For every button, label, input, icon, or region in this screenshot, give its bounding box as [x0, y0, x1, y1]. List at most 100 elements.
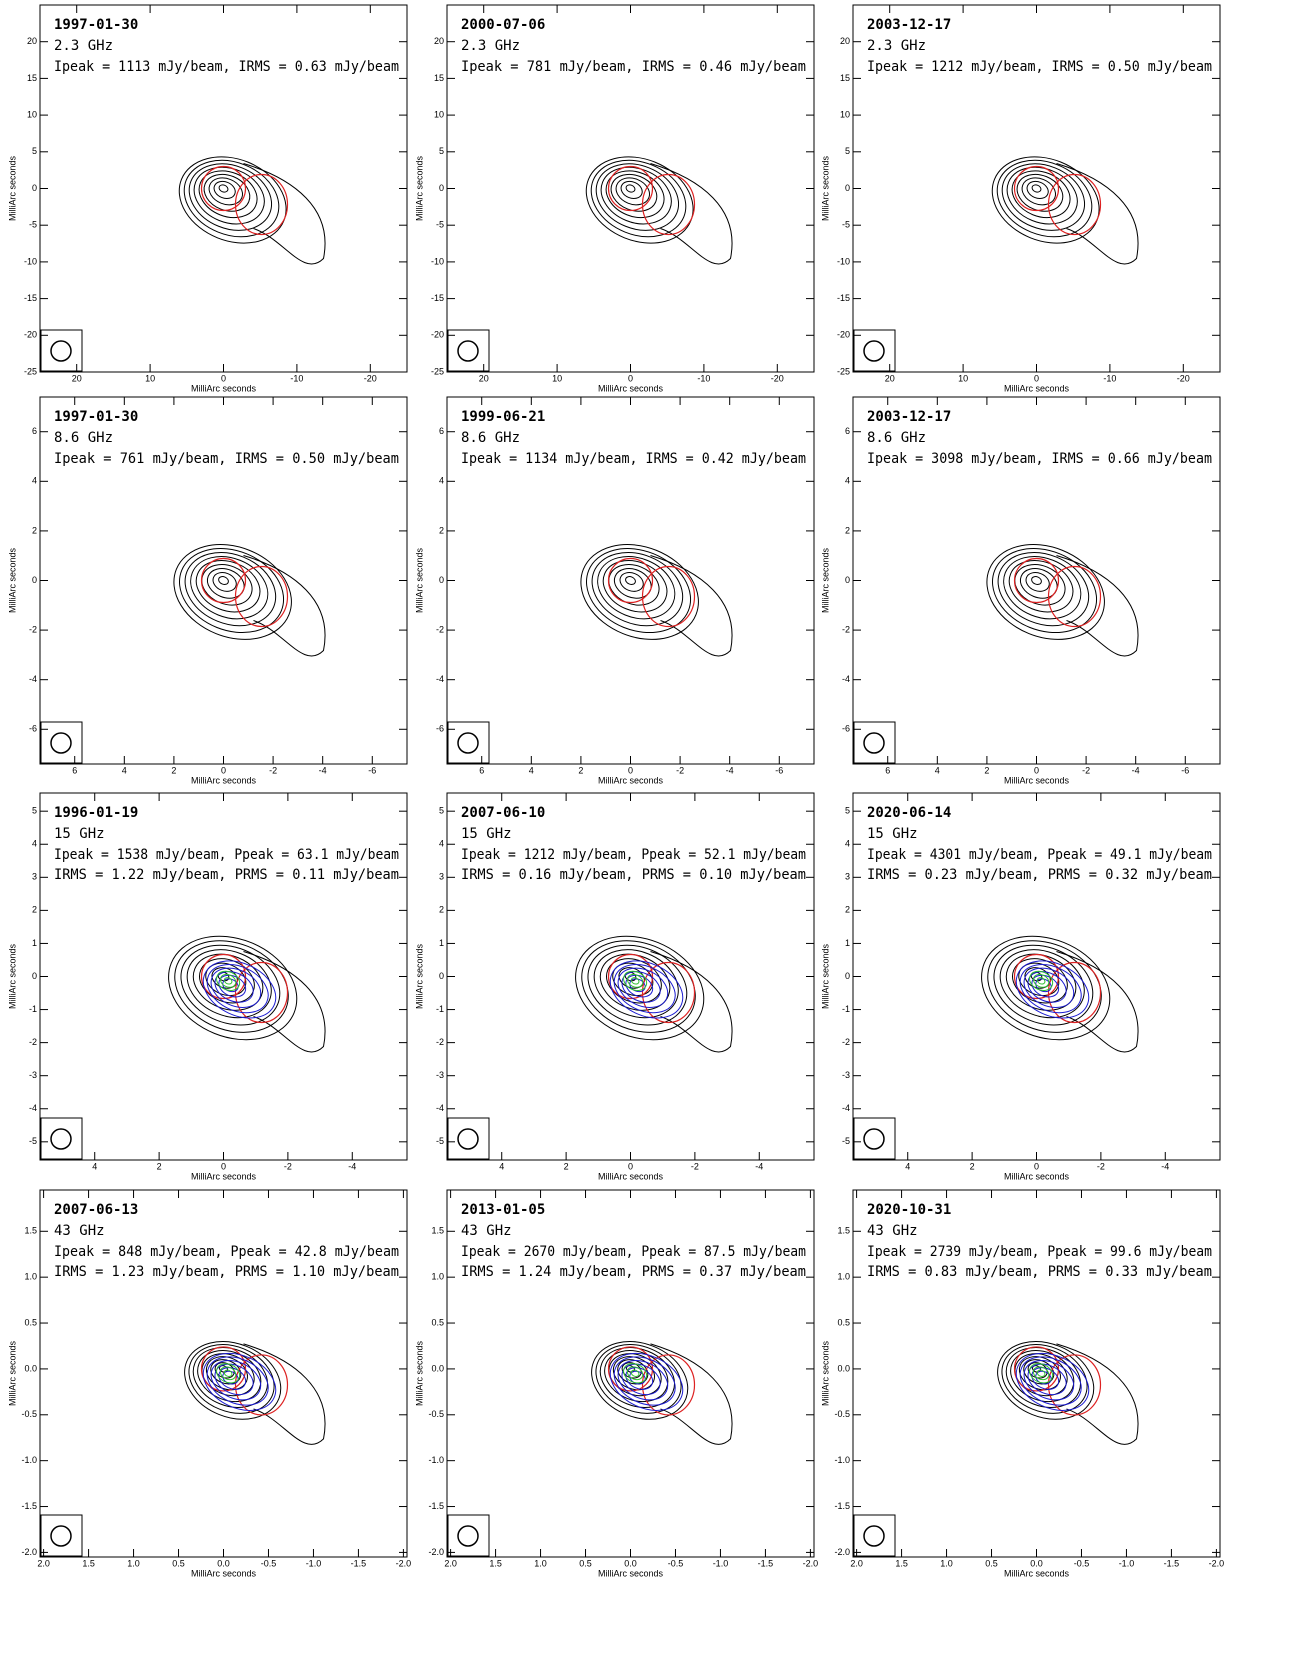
- model-component: [607, 165, 654, 212]
- panel-annotation: Ipeak = 1134 mJy/beam, IRMS = 0.42 mJy/b…: [461, 451, 806, 467]
- panel-annotation: IRMS = 1.23 mJy/beam, PRMS = 1.10 mJy/be…: [54, 1264, 399, 1280]
- contour: [999, 949, 1085, 1019]
- y-tick-label: -0.5: [428, 1409, 444, 1419]
- y-tick-label: -2: [29, 624, 37, 634]
- jet-contour: [650, 1343, 733, 1445]
- y-tick-label: -2.0: [21, 1547, 37, 1557]
- y-tick-label: 1.0: [24, 1272, 37, 1282]
- panel-annotation: Ipeak = 2739 mJy/beam, Ppeak = 99.6 mJy/…: [867, 1244, 1212, 1260]
- panel: 2.0 1.5 1.0 0.5 0.0 -0.5 -1.0 -1.5 -2.0 -2.0 -1.5 -…: [414, 1189, 819, 1578]
- x-tick-label: -1.0: [306, 1558, 322, 1568]
- y-tick-label: -10: [24, 256, 37, 266]
- polarization-contour: [613, 1356, 676, 1406]
- beam: [457, 340, 479, 362]
- beam: [50, 1525, 72, 1547]
- polarization-contour: [1023, 967, 1075, 1008]
- contour: [178, 156, 287, 244]
- x-tick-label: -2.0: [803, 1558, 819, 1568]
- contour: [184, 552, 277, 627]
- beam-box: [447, 721, 490, 764]
- y-tick-label: 10: [27, 109, 37, 119]
- contour: [212, 572, 237, 592]
- panel-annotation: Ipeak = 848 mJy/beam, Ppeak = 42.8 mJy/b…: [54, 1244, 399, 1260]
- x-axis-label: MilliArc seconds: [191, 1568, 257, 1578]
- x-tick-label: 0: [1034, 1161, 1039, 1171]
- contour: [168, 935, 298, 1041]
- contour: [190, 556, 269, 620]
- y-tick-label: 4: [32, 476, 37, 486]
- contour: [1025, 572, 1050, 592]
- contour: [186, 949, 272, 1019]
- x-tick-label: 2: [564, 1161, 569, 1171]
- contour: [218, 1365, 229, 1373]
- jet-contour: [243, 1343, 326, 1445]
- contour: [987, 940, 1102, 1033]
- beam: [863, 340, 885, 362]
- x-tick-label: 1.5: [895, 1558, 908, 1568]
- x-tick-label: 2: [171, 765, 176, 775]
- beam: [50, 732, 72, 754]
- y-axis-label: MilliArc seconds: [414, 1340, 424, 1406]
- panel-date: 1999-06-21: [461, 409, 545, 425]
- polarization-contour: [219, 973, 237, 988]
- beam-box: [447, 1514, 490, 1557]
- x-tick-label: 0: [221, 373, 226, 383]
- x-tick-label: 2: [984, 765, 989, 775]
- panel: 2.0 1.5 1.0 0.5 0.0 -0.5 -1.0 -1.5 -2.0 -2.0 -1.5 -…: [820, 1189, 1224, 1578]
- model-component: [200, 557, 247, 604]
- x-tick-label: 20: [72, 373, 82, 383]
- polarization-contour: [613, 964, 676, 1014]
- panel-annotation: Ipeak = 781 mJy/beam, IRMS = 0.46 mJy/be…: [461, 59, 806, 75]
- y-tick-label: -5: [436, 220, 444, 230]
- y-tick-label: -2.0: [428, 1547, 444, 1557]
- y-tick-label: -2: [436, 1037, 444, 1047]
- model-component: [200, 1346, 247, 1392]
- contour: [997, 552, 1090, 627]
- polarization-contour: [617, 967, 669, 1008]
- y-tick-label: 0.0: [837, 1363, 850, 1373]
- polarization-contour: [202, 960, 277, 1019]
- jet-contour: [1056, 1343, 1139, 1445]
- polarization-contour: [1015, 1352, 1090, 1411]
- contour: [188, 163, 273, 231]
- x-tick-label: 2.0: [37, 1558, 50, 1568]
- y-tick-label: 0: [845, 183, 850, 193]
- y-tick-label: -2: [436, 624, 444, 634]
- y-tick-label: 0.5: [431, 1317, 444, 1327]
- x-tick-label: 2: [578, 765, 583, 775]
- contour: [203, 173, 251, 212]
- contour: [183, 159, 280, 238]
- x-tick-label: 1.5: [82, 1558, 95, 1568]
- x-tick-label: 4: [92, 1161, 97, 1171]
- y-tick-label: 15: [840, 73, 850, 83]
- y-tick-label: 5: [845, 806, 850, 816]
- contour: [173, 544, 292, 640]
- polarization-contour: [617, 1360, 669, 1401]
- y-tick-label: 2: [439, 905, 444, 915]
- y-tick-label: -2: [842, 1037, 850, 1047]
- polarization-contour: [223, 977, 233, 985]
- y-tick-label: -25: [431, 366, 444, 376]
- x-tick-label: 0.0: [624, 1558, 637, 1568]
- y-tick-label: -5: [29, 220, 37, 230]
- polarization-contour: [623, 970, 648, 991]
- x-tick-label: -6: [1181, 765, 1189, 775]
- y-tick-label: -2: [842, 624, 850, 634]
- y-tick-label: 2: [845, 525, 850, 535]
- polarization-contour: [216, 970, 241, 991]
- panel-frequency: 15 GHz: [54, 826, 105, 842]
- contour: [575, 935, 705, 1041]
- contour: [591, 552, 684, 627]
- y-tick-label: -20: [431, 330, 444, 340]
- x-tick-label: 2.0: [850, 1558, 863, 1568]
- contour: [1006, 166, 1078, 225]
- panel: 20 10 0 -10 -20 -25 -20 -15 -10 -5 0 5 10 15 20 MilliAr…: [820, 4, 1221, 393]
- x-tick-label: -4: [319, 765, 327, 775]
- x-tick-label: 2: [157, 1161, 162, 1171]
- contour: [608, 564, 660, 606]
- x-tick-label: 0: [628, 1161, 633, 1171]
- polarization-contour: [219, 1366, 237, 1381]
- y-tick-label: 2: [845, 905, 850, 915]
- contour: [597, 556, 676, 620]
